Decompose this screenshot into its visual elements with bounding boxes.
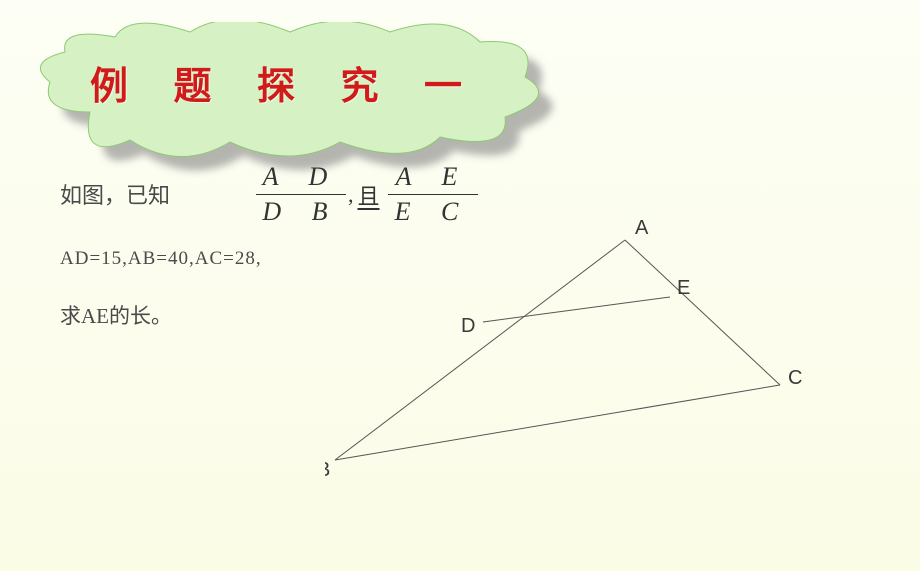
title-cloud: 例 题 探 究 一 [30,22,540,162]
problem-line-2: AD=15,AB=40,AC=28, [60,248,262,270]
point-label-B: B [325,459,330,481]
edge-B-C [335,385,780,460]
problem-line-3: 求AE的长。 [60,300,172,330]
point-label-E: E [677,277,690,299]
frac2-numerator: A E [390,160,476,194]
problem-line-1: 如图，已知 [60,178,170,210]
point-label-C: C [788,367,802,389]
comma: , [348,182,354,208]
edge-A-C [625,240,780,385]
triangle-svg: A B C D E [325,210,825,490]
edge-D-E [483,297,670,322]
mid-text: 且 [358,179,380,211]
cloud-title-text: 例 题 探 究 一 [30,22,540,152]
point-label-A: A [635,217,649,239]
point-label-D: D [461,315,475,337]
frac1-numerator: A D [257,160,346,194]
triangle-figure: A B C D E [325,210,825,490]
edge-A-B [335,240,625,460]
